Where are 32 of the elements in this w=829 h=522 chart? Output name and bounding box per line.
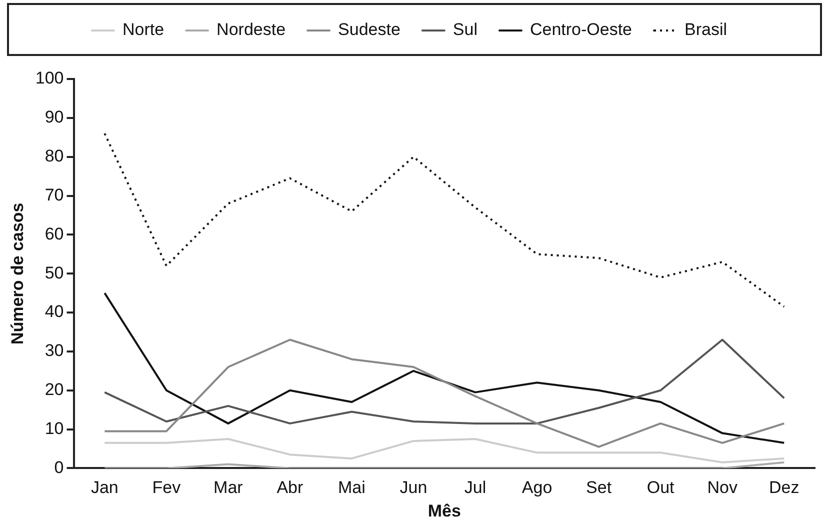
- y-tick-label: 80: [44, 146, 64, 166]
- y-tick-label: 40: [44, 302, 64, 322]
- y-tick-label: 50: [44, 263, 64, 282]
- y-tick-label: 70: [44, 185, 64, 204]
- y-tick-label: 60: [44, 224, 64, 244]
- y-tick-label: 100: [35, 68, 64, 88]
- x-tick-label: Nov: [707, 478, 738, 498]
- legend-label: Sudeste: [338, 20, 400, 40]
- x-tick-label: Dez: [769, 478, 800, 498]
- x-tick-label: Mai: [338, 478, 366, 498]
- legend-label: Brasil: [684, 20, 728, 40]
- x-tick-label: Mar: [214, 478, 244, 498]
- x-axis-title: Mês: [428, 501, 461, 520]
- y-tick-label: 0: [54, 458, 64, 477]
- y-tick-label: 90: [44, 108, 64, 127]
- line-series: [104, 132, 786, 308]
- x-tick-label: Jul: [464, 478, 486, 498]
- legend-label: Nordeste: [216, 20, 286, 40]
- y-tick-label: 30: [44, 341, 64, 360]
- x-tick-label: Abr: [276, 478, 304, 498]
- legend-label: Norte: [122, 20, 164, 40]
- x-tick-label: Jan: [90, 478, 118, 498]
- legend-label: Sul: [452, 20, 478, 40]
- x-tick-label: Fev: [152, 478, 182, 498]
- y-tick-label: 10: [44, 418, 64, 438]
- y-tick-label: 20: [44, 380, 64, 400]
- x-tick-label: Jun: [400, 478, 428, 498]
- x-tick-label: Ago: [522, 478, 552, 498]
- x-tick-label: Out: [646, 478, 675, 498]
- x-tick-label: Set: [586, 478, 612, 498]
- y-axis-title: Número de casos: [8, 202, 27, 344]
- legend-label: Centro-Oeste: [530, 20, 632, 40]
